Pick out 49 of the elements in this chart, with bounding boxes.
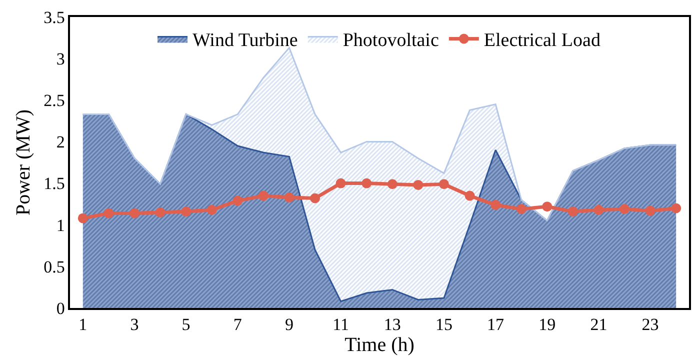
point — [620, 204, 630, 214]
legend-label: Wind Turbine — [192, 30, 298, 52]
point — [413, 180, 424, 190]
point — [568, 206, 578, 217]
point — [129, 208, 140, 218]
x-tick-label: 13 — [384, 315, 401, 334]
point — [258, 190, 268, 201]
point — [232, 196, 243, 206]
point — [284, 192, 294, 202]
y-tick-label: 1 — [56, 216, 65, 235]
x-tick-label: 3 — [130, 315, 139, 334]
x-tick-label: 1 — [78, 315, 88, 334]
point — [155, 207, 166, 218]
y-tick-label: 3.5 — [44, 8, 65, 27]
y-tick-label: 0 — [56, 298, 65, 318]
x-tick-label: 21 — [590, 315, 608, 334]
point — [336, 178, 346, 188]
point — [104, 208, 114, 218]
x-tick-label: 9 — [284, 315, 294, 334]
point — [516, 204, 526, 214]
x-tick-label: 17 — [487, 315, 505, 334]
y-tick-label: 3 — [56, 50, 65, 69]
x-tick-label: 5 — [182, 315, 190, 334]
point — [310, 193, 320, 204]
point — [78, 213, 88, 224]
x-tick-label: 11 — [332, 315, 349, 334]
x-axis-title: Time (h) — [344, 334, 414, 356]
legend-label: Photovoltaic — [342, 30, 439, 52]
y-tick-label: 2 — [56, 132, 65, 152]
x-tick-label: 15 — [435, 315, 452, 334]
x-tick-label: 19 — [538, 315, 556, 334]
y-tick-label: 0.5 — [44, 257, 65, 276]
y-axis-title: Power (MW) — [12, 109, 35, 216]
point — [594, 204, 604, 215]
point — [490, 200, 501, 210]
legend-label: Electrical Load — [484, 30, 601, 52]
x-tick-label: 7 — [233, 315, 242, 334]
point — [181, 206, 192, 217]
point — [362, 178, 372, 188]
y-tick-label: 1.5 — [44, 174, 65, 194]
point — [387, 179, 398, 190]
point — [671, 203, 682, 214]
x-tick-label: 23 — [642, 315, 659, 334]
point — [542, 202, 552, 212]
y-tick-label: 2.5 — [44, 91, 65, 110]
point — [438, 179, 449, 190]
point — [206, 204, 217, 215]
point — [645, 206, 656, 216]
point — [464, 190, 475, 201]
